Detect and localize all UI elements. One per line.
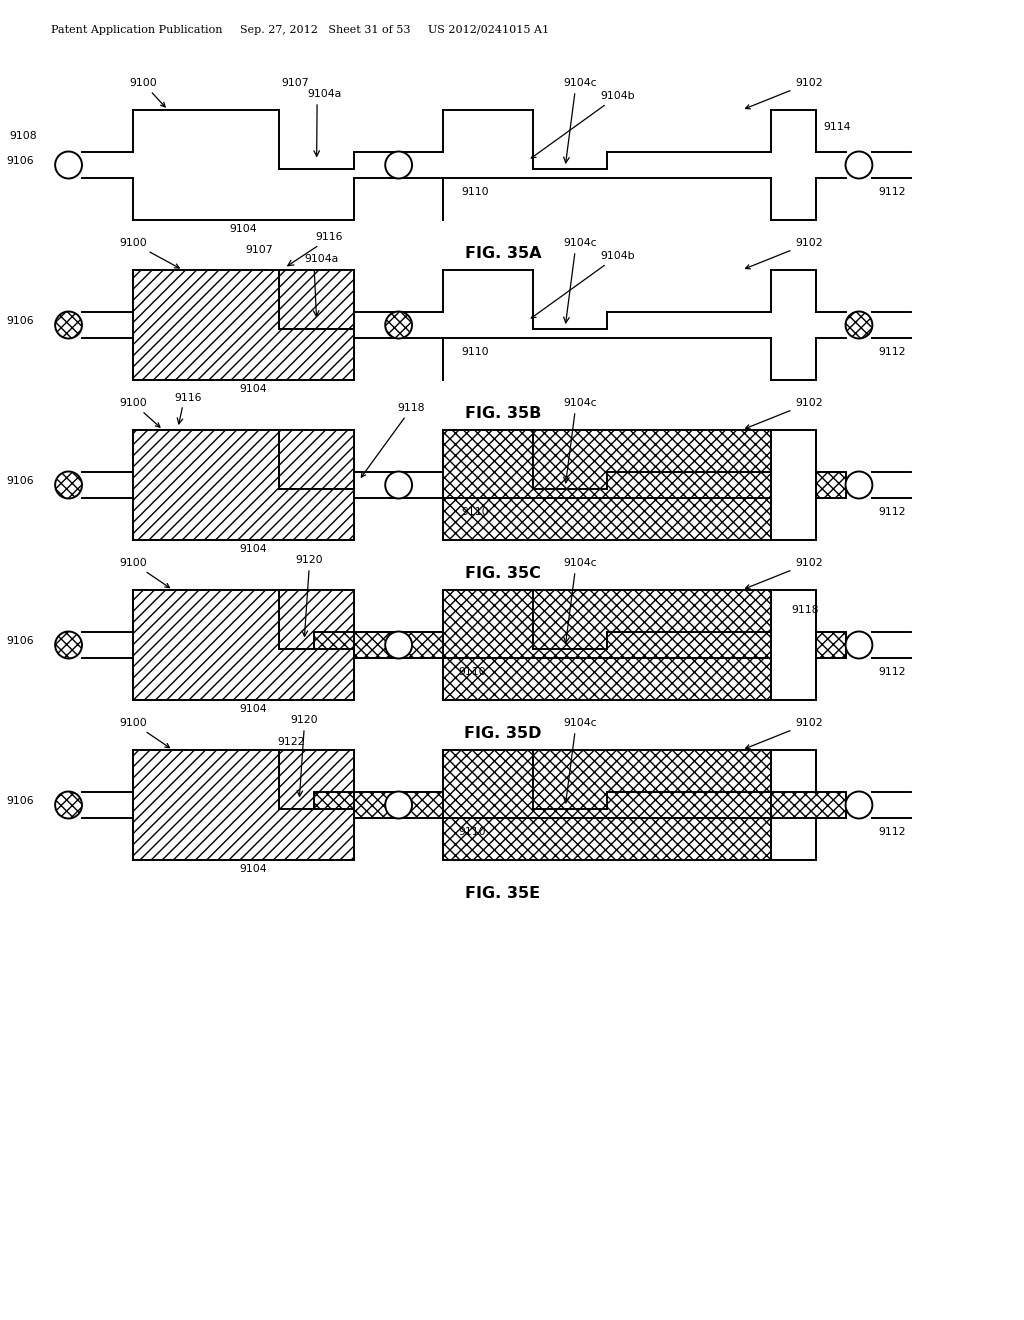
Circle shape <box>385 152 412 178</box>
Text: 9110: 9110 <box>459 667 486 677</box>
Circle shape <box>55 631 82 659</box>
Text: 9100: 9100 <box>120 238 179 268</box>
Bar <box>816 473 846 498</box>
Text: 9102: 9102 <box>745 558 823 589</box>
Text: 9104a: 9104a <box>304 253 339 264</box>
Text: 9116: 9116 <box>315 232 343 242</box>
Text: 9104b: 9104b <box>531 251 635 318</box>
Text: 9110: 9110 <box>461 347 488 356</box>
Circle shape <box>385 471 412 499</box>
Text: 9100: 9100 <box>120 718 170 747</box>
Circle shape <box>385 631 412 659</box>
Text: 9106: 9106 <box>6 477 34 486</box>
Text: 9104c: 9104c <box>563 399 597 408</box>
Bar <box>314 632 354 649</box>
Bar <box>133 750 354 861</box>
Text: 9106: 9106 <box>6 796 34 807</box>
Text: 9104c: 9104c <box>563 558 597 568</box>
Text: 9100: 9100 <box>120 558 170 587</box>
Text: 9112: 9112 <box>879 347 906 356</box>
Text: 9108: 9108 <box>9 131 37 141</box>
Bar <box>443 430 771 540</box>
Circle shape <box>846 312 872 338</box>
Bar <box>133 590 354 700</box>
Text: 9106: 9106 <box>6 636 34 645</box>
Bar <box>280 750 354 809</box>
Text: 9104: 9104 <box>240 865 267 874</box>
Text: 9112: 9112 <box>879 828 906 837</box>
Text: 9104b: 9104b <box>531 91 635 158</box>
Bar <box>133 271 354 380</box>
Text: Patent Application Publication     Sep. 27, 2012   Sheet 31 of 53     US 2012/02: Patent Application Publication Sep. 27, … <box>50 25 549 36</box>
Text: 9110: 9110 <box>461 187 488 197</box>
Text: 9120: 9120 <box>291 715 318 725</box>
Circle shape <box>846 792 872 818</box>
Text: 9106: 9106 <box>6 315 34 326</box>
Circle shape <box>55 471 82 499</box>
Bar <box>280 271 354 329</box>
Text: 9100: 9100 <box>120 399 160 428</box>
Text: 9112: 9112 <box>879 667 906 677</box>
Text: 9112: 9112 <box>879 187 906 197</box>
Text: 9118: 9118 <box>361 403 425 477</box>
Text: 9100: 9100 <box>129 78 165 107</box>
Text: 9102: 9102 <box>745 238 823 269</box>
Text: 9102: 9102 <box>745 718 823 748</box>
Circle shape <box>55 312 82 338</box>
Bar <box>771 792 846 818</box>
Circle shape <box>55 152 82 178</box>
Text: 9106: 9106 <box>6 156 34 166</box>
Text: 9114: 9114 <box>823 121 851 132</box>
Text: 9104c: 9104c <box>563 718 597 729</box>
Bar <box>443 590 771 700</box>
Text: 9104: 9104 <box>240 384 267 393</box>
Text: 9110: 9110 <box>461 507 488 517</box>
Bar <box>280 590 354 649</box>
Circle shape <box>55 792 82 818</box>
Circle shape <box>846 152 872 178</box>
Text: 9122: 9122 <box>278 737 305 747</box>
Text: 9104: 9104 <box>229 224 257 234</box>
Text: 9102: 9102 <box>745 399 823 429</box>
Bar <box>816 632 846 657</box>
Circle shape <box>385 312 412 338</box>
Text: 9112: 9112 <box>879 507 906 517</box>
Text: 9107: 9107 <box>282 78 309 88</box>
Bar <box>443 750 771 861</box>
Text: FIG. 35D: FIG. 35D <box>464 726 542 741</box>
Text: FIG. 35C: FIG. 35C <box>465 566 541 581</box>
Text: 9120: 9120 <box>295 554 323 565</box>
Text: FIG. 35B: FIG. 35B <box>465 407 542 421</box>
Text: 9104a: 9104a <box>307 88 341 99</box>
Text: 9118: 9118 <box>792 605 819 615</box>
Bar <box>354 632 443 657</box>
Circle shape <box>385 792 412 818</box>
Text: 9102: 9102 <box>745 78 823 108</box>
Text: 9104: 9104 <box>240 544 267 554</box>
Text: FIG. 35A: FIG. 35A <box>465 246 542 261</box>
Circle shape <box>846 631 872 659</box>
Text: 9104c: 9104c <box>563 238 597 248</box>
Text: 9104c: 9104c <box>563 78 597 88</box>
Text: 9116: 9116 <box>174 393 202 403</box>
Text: 9107: 9107 <box>246 246 273 255</box>
Bar <box>354 792 443 818</box>
Bar <box>314 792 354 809</box>
Bar <box>133 430 354 540</box>
Text: 9110: 9110 <box>459 828 486 837</box>
Text: 9104: 9104 <box>240 704 267 714</box>
Bar <box>280 430 354 488</box>
Circle shape <box>846 471 872 499</box>
Text: FIG. 35E: FIG. 35E <box>466 886 541 902</box>
